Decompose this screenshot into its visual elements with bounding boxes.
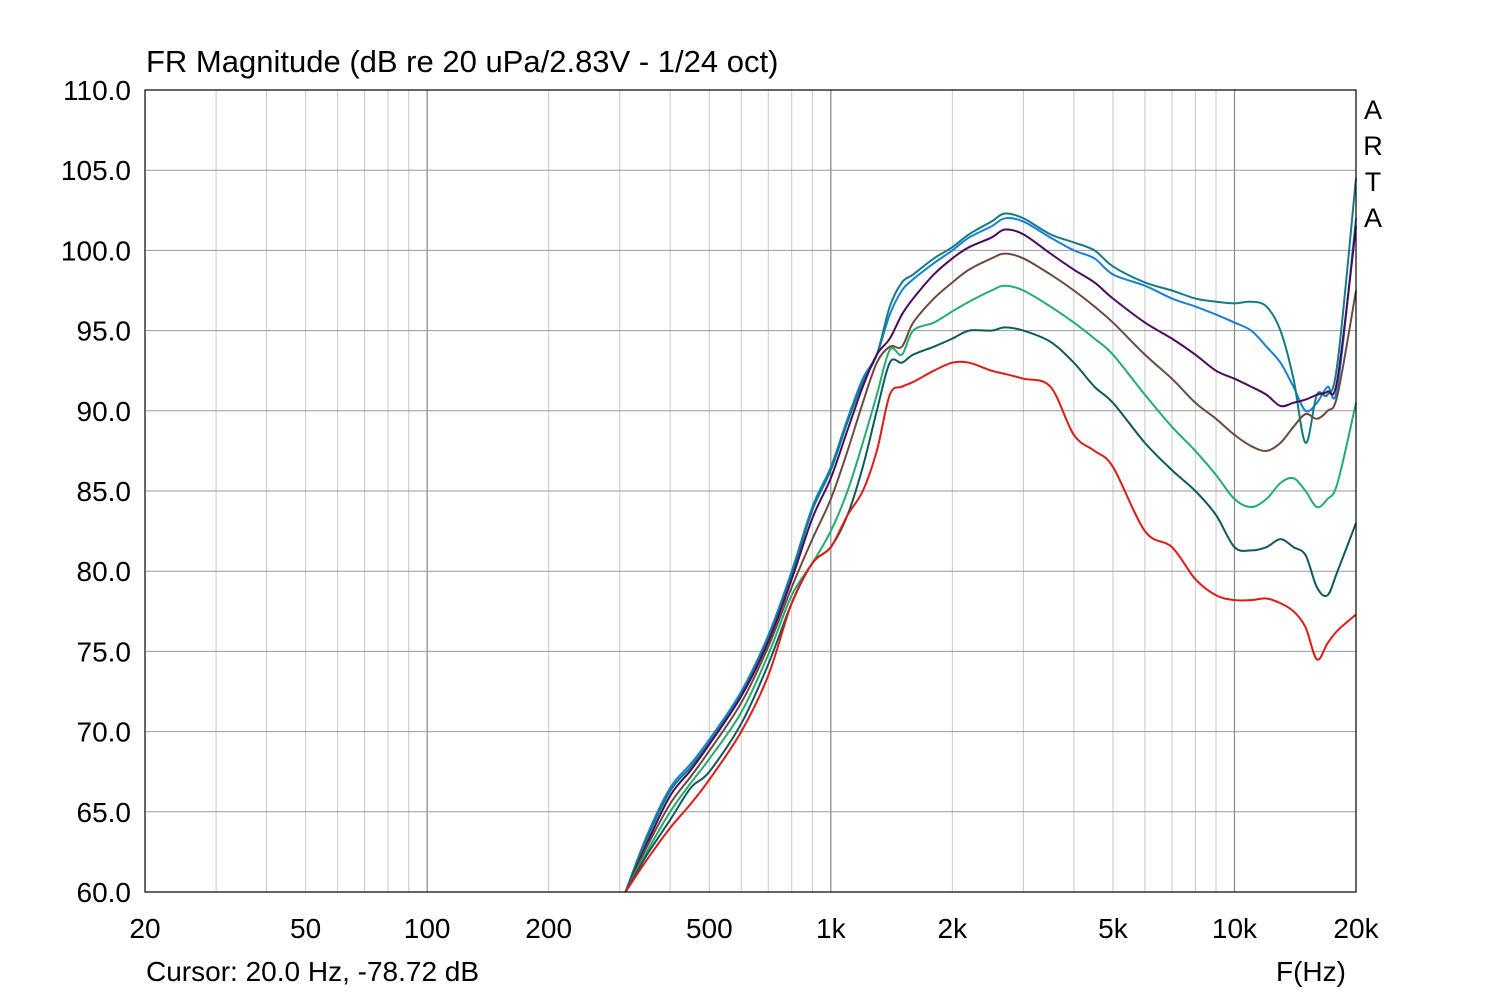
series-line-6 [624, 326, 1357, 893]
y-tick-label: 100.0 [61, 235, 131, 266]
series-line-3 [624, 226, 1357, 893]
cursor-readout: Cursor: 20.0 Hz, -78.72 dB [146, 956, 480, 987]
y-tick-label: 110.0 [63, 75, 131, 106]
series-line-1 [624, 217, 1357, 893]
x-tick-label: 5k [1098, 913, 1129, 944]
x-tick-label: 100 [404, 913, 451, 944]
y-tick-label: 90.0 [77, 396, 132, 427]
y-tick-label: 105.0 [61, 155, 131, 186]
series-line-7 [624, 360, 1357, 893]
series-line-2 [624, 178, 1357, 893]
y-tick-label: 95.0 [77, 316, 132, 347]
x-axis-label: F(Hz) [1276, 956, 1346, 987]
x-tick-label: 1k [816, 913, 847, 944]
x-tick-label: 500 [686, 913, 733, 944]
x-tick-label: 20 [129, 913, 160, 944]
plot-frame [144, 89, 1357, 893]
x-axis-tick-labels: 20 50 100 200 500 1k 2k 5k 10k 20k [129, 913, 1379, 944]
chart-title: FR Magnitude (dB re 20 uPa/2.83V - 1/24 … [146, 44, 779, 79]
x-tick-label: 20k [1333, 913, 1379, 944]
series-line-4 [624, 252, 1357, 893]
brand-mark: A R T A [1363, 95, 1383, 233]
x-tick-label: 10k [1212, 913, 1258, 944]
y-tick-label: 75.0 [77, 636, 132, 667]
y-tick-label: 60.0 [77, 877, 132, 908]
y-axis-tick-labels: 60.0 65.0 70.0 75.0 80.0 85.0 90.0 95.0 100.0 105… [61, 75, 131, 908]
y-tick-label: 70.0 [77, 717, 132, 748]
series-layer [624, 178, 1357, 893]
x-tick-label: 50 [290, 913, 321, 944]
y-tick-label: 65.0 [77, 797, 132, 828]
x-tick-label: 200 [525, 913, 572, 944]
major-gridlines [145, 89, 1356, 893]
series-line-5 [624, 284, 1357, 893]
y-tick-label: 80.0 [77, 556, 132, 587]
x-tick-label: 2k [938, 913, 969, 944]
y-tick-label: 85.0 [77, 476, 132, 507]
